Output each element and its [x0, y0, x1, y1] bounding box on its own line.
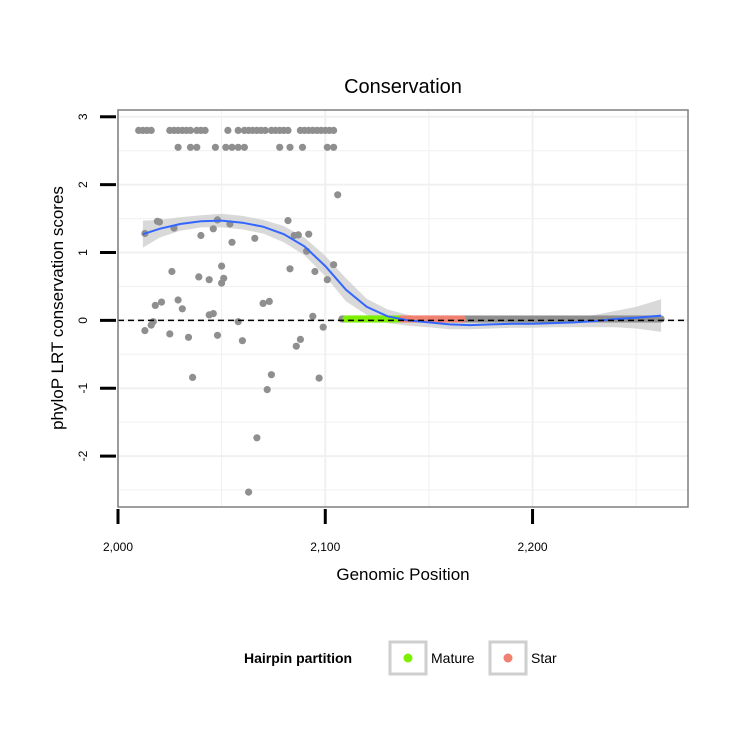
- data-point: [330, 261, 338, 269]
- data-point: [228, 143, 236, 151]
- data-point: [174, 296, 182, 304]
- data-point: [234, 126, 242, 134]
- data-point: [157, 298, 166, 306]
- x-tick-label: 2,200: [518, 540, 548, 554]
- data-point: [234, 318, 242, 326]
- data-point: [298, 143, 307, 151]
- y-axis-title: phyloP LRT conservation scores: [48, 186, 67, 430]
- data-point: [251, 234, 259, 242]
- data-point: [222, 143, 230, 151]
- data-point: [267, 371, 275, 379]
- data-point: [186, 143, 195, 151]
- grid: [117, 110, 688, 507]
- data-point: [284, 126, 292, 134]
- data-point: [228, 238, 236, 246]
- legend-label-mature: Mature: [431, 650, 475, 666]
- data-point: [261, 126, 269, 134]
- legend-key-star: [488, 640, 528, 676]
- data-point: [294, 231, 302, 239]
- data-point: [263, 386, 271, 394]
- legend-label-star: Star: [531, 650, 557, 666]
- y-tick-label: 2: [76, 181, 90, 188]
- data-point: [286, 265, 294, 273]
- legend: Hairpin partition Mature Star: [244, 640, 557, 676]
- data-point: [189, 373, 197, 381]
- data-point: [201, 126, 209, 134]
- legend-key-mature: [388, 640, 428, 676]
- legend-dot-mature: [403, 653, 413, 663]
- x-axis: 2,000 2,100 2,200: [103, 509, 548, 554]
- data-point: [234, 143, 242, 151]
- data-point: [174, 143, 182, 151]
- data-point: [259, 299, 267, 307]
- data-point: [166, 330, 174, 338]
- data-point: [265, 297, 273, 305]
- data-point: [305, 230, 313, 238]
- data-point: [168, 267, 176, 276]
- legend-dot-star: [503, 653, 513, 663]
- data-point: [147, 126, 155, 134]
- data-point: [238, 337, 246, 345]
- data-point: [205, 276, 213, 284]
- data-point: [296, 335, 304, 343]
- data-point: [319, 323, 327, 331]
- data-point: [151, 301, 159, 309]
- data-point: [149, 318, 157, 326]
- partition-point-star: [458, 315, 466, 323]
- legend-title: Hairpin partition: [244, 650, 352, 666]
- data-point: [184, 333, 193, 341]
- data-point: [311, 267, 319, 276]
- data-point: [240, 143, 248, 151]
- data-point: [211, 143, 219, 151]
- data-point: [334, 191, 342, 199]
- data-point: [245, 488, 253, 496]
- chart-title: Conservation: [344, 76, 462, 98]
- data-point: [178, 305, 186, 313]
- data-point: [286, 143, 294, 151]
- points-layer: [135, 126, 665, 496]
- data-point: [186, 126, 195, 134]
- x-tick-label: 2,000: [103, 540, 133, 554]
- data-point: [323, 143, 331, 151]
- y-tick-label: 1: [76, 249, 90, 256]
- data-point: [218, 262, 226, 270]
- data-point: [209, 310, 217, 318]
- data-point: [253, 434, 261, 442]
- panel-border: [117, 109, 689, 508]
- data-point: [323, 276, 331, 284]
- data-point: [276, 143, 284, 151]
- data-point: [209, 225, 217, 233]
- data-point: [197, 231, 205, 240]
- data-point: [315, 374, 323, 382]
- data-point: [141, 327, 149, 335]
- data-point: [330, 126, 338, 134]
- y-tick-label: 3: [76, 113, 90, 120]
- ribbon-layer: [142, 213, 662, 332]
- y-tick-label: 0: [76, 317, 90, 324]
- data-point: [193, 143, 201, 151]
- data-point: [195, 273, 203, 281]
- data-point: [284, 217, 292, 225]
- data-point: [309, 312, 317, 320]
- data-point: [155, 218, 164, 226]
- smooth-layer: [142, 219, 662, 327]
- confidence-ribbon: [142, 213, 662, 332]
- x-tick-label: 2,100: [310, 540, 340, 554]
- y-axis: 3 2 1 0 -1 -2: [76, 113, 116, 461]
- data-point: [218, 279, 226, 287]
- x-axis-title: Genomic Position: [336, 565, 469, 584]
- data-point: [224, 126, 232, 134]
- y-tick-label: -1: [76, 383, 90, 394]
- data-point: [330, 143, 338, 151]
- data-point: [213, 331, 222, 339]
- data-point: [292, 342, 300, 350]
- y-tick-label: -2: [76, 450, 90, 461]
- smooth-line: [142, 219, 662, 327]
